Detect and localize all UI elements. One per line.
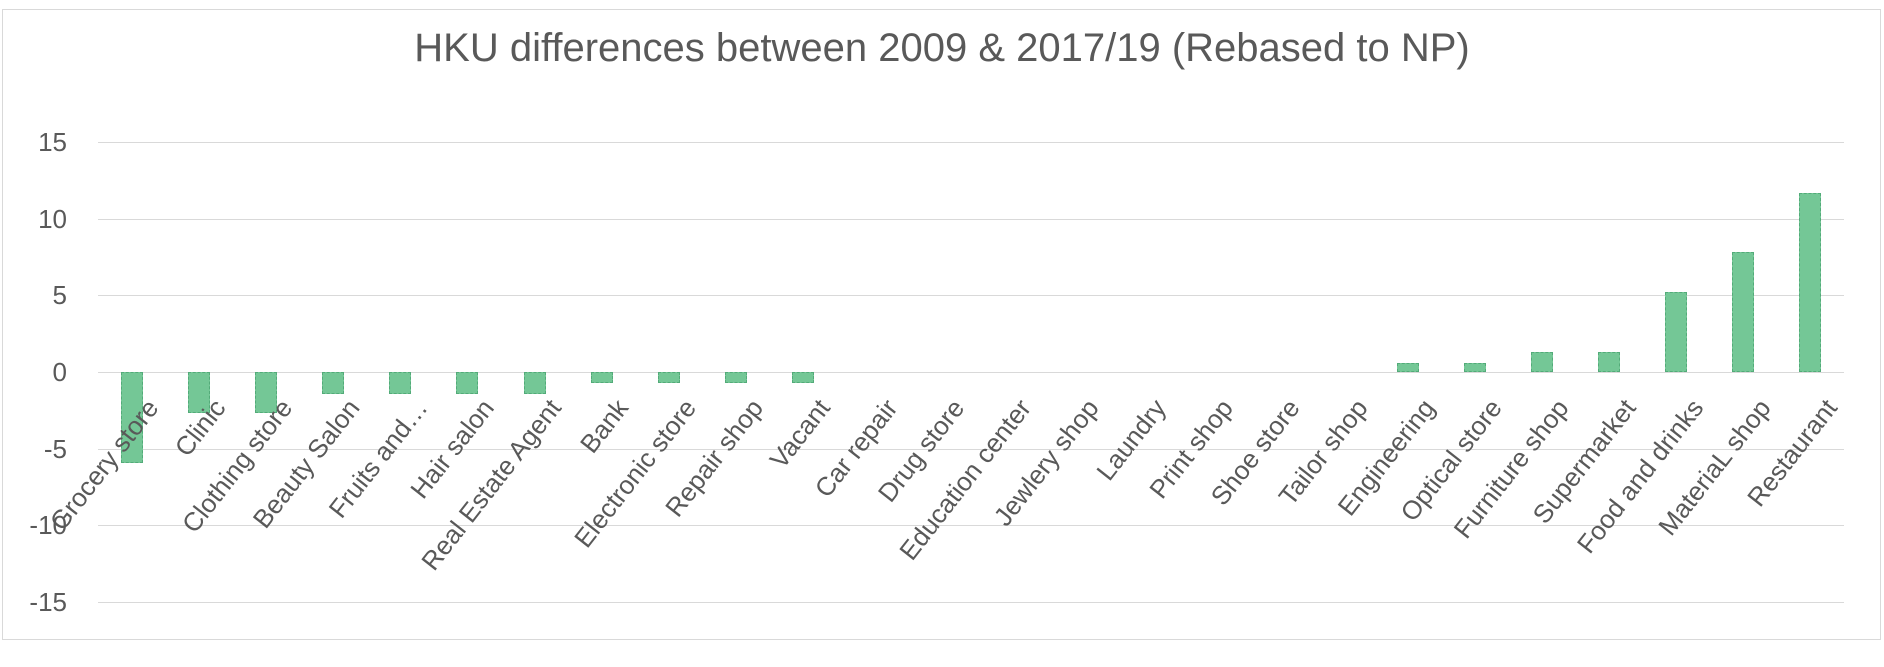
bar <box>1665 292 1688 372</box>
gridline <box>98 295 1844 297</box>
bar <box>187 372 210 414</box>
bar <box>1530 352 1553 372</box>
x-axis-category-label: Clinic <box>168 393 232 462</box>
y-axis-tick-label: 15 <box>38 127 67 157</box>
y-axis-tick-label: -15 <box>29 587 67 617</box>
bar <box>322 372 344 394</box>
bar <box>657 372 680 383</box>
y-axis-tick-label: -10 <box>29 510 67 541</box>
bar <box>590 372 613 383</box>
gridline <box>98 525 1844 527</box>
gridline <box>98 602 1844 603</box>
bar <box>1732 252 1755 372</box>
bar <box>1396 362 1419 372</box>
bar <box>792 372 815 383</box>
x-axis-category-label: Grocery store <box>43 393 165 536</box>
bar <box>389 372 412 394</box>
y-axis-tick-label: 5 <box>52 280 67 311</box>
gridline <box>98 448 1844 450</box>
bar <box>725 372 747 383</box>
bar <box>1799 192 1822 372</box>
bar <box>523 372 546 394</box>
chart-frame <box>2 9 1881 640</box>
chart-title: HKU differences between 2009 & 2017/19 (… <box>414 26 1470 70</box>
y-axis-tick-label: 0 <box>52 357 67 387</box>
y-axis-tick-label: -5 <box>43 433 67 464</box>
gridline <box>98 372 1844 373</box>
bar <box>1598 352 1620 372</box>
bar <box>254 372 277 414</box>
bar <box>456 372 479 394</box>
bar <box>1463 362 1486 372</box>
gridline <box>98 142 1844 143</box>
gridline <box>98 218 1844 220</box>
bar <box>120 372 143 463</box>
y-axis-tick-label: 10 <box>38 203 67 234</box>
